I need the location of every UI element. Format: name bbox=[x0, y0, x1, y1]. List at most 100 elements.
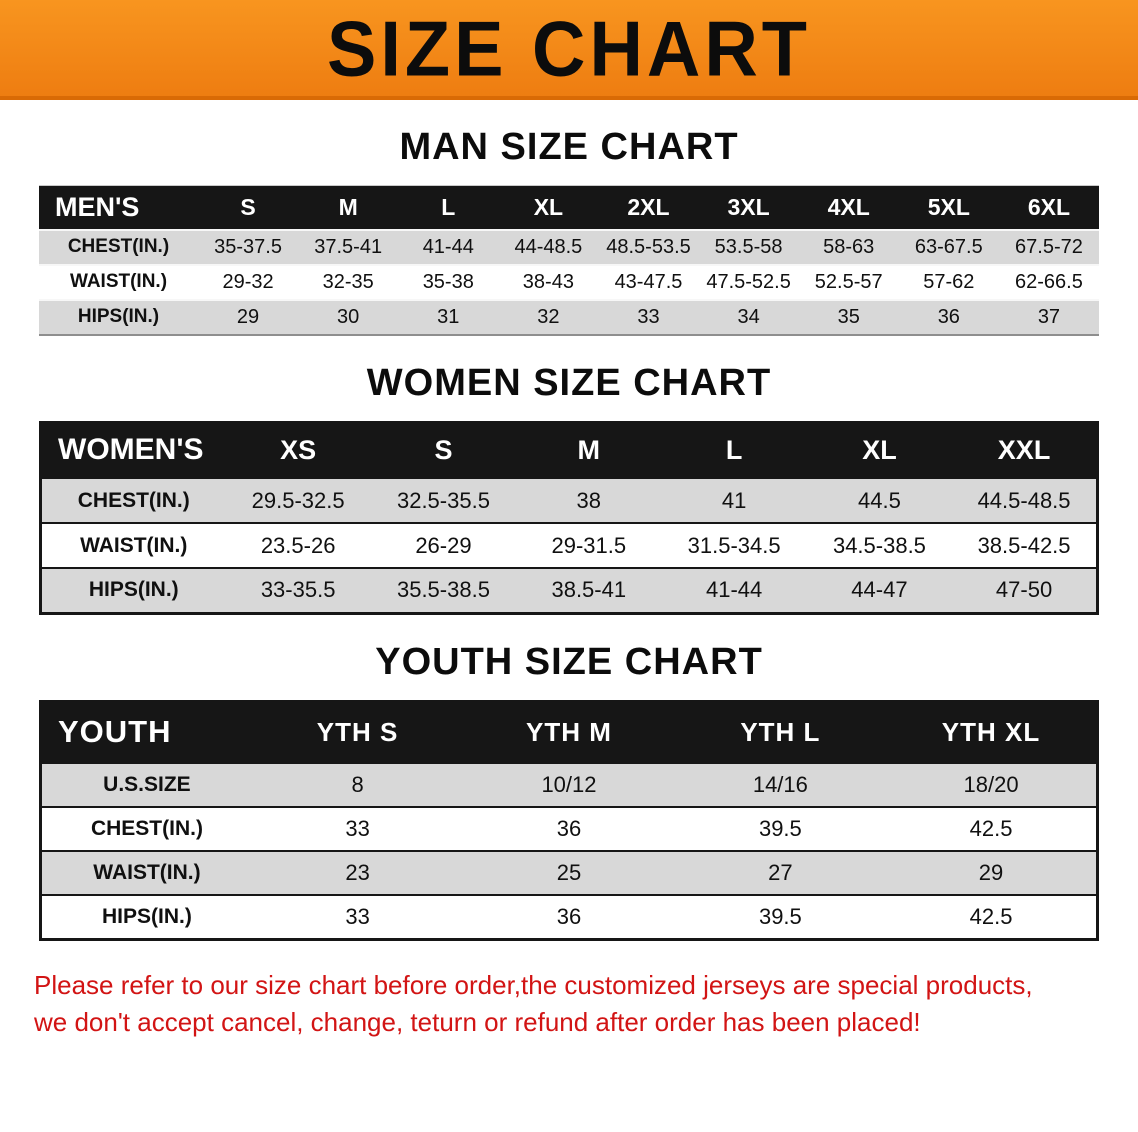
size-header-cell: YTH M bbox=[463, 701, 675, 763]
size-value-cell: 26-29 bbox=[370, 522, 517, 568]
size-header-cell: XL bbox=[498, 185, 599, 230]
youth-section-heading: YOUTH SIZE CHART bbox=[375, 640, 763, 683]
size-value-cell: 33-35.5 bbox=[225, 567, 371, 613]
size-value-cell: 38.5-42.5 bbox=[952, 522, 1098, 568]
row-label-cell: CHEST(IN.) bbox=[40, 806, 252, 851]
size-value-cell: 44-47 bbox=[806, 567, 953, 613]
measurement-row: HIPS(IN.) 33 36 39.5 42.5 bbox=[40, 894, 1098, 939]
size-value-cell: 44-48.5 bbox=[498, 228, 599, 265]
row-label-cell: HIPS(IN.) bbox=[39, 298, 198, 335]
size-value-cell: 35.5-38.5 bbox=[370, 567, 517, 613]
measurement-row: WAIST(IN.) 29-32 32-35 35-38 38-43 43-47.5 47.… bbox=[39, 263, 1099, 300]
size-value-cell: 47-50 bbox=[952, 567, 1098, 613]
size-value-cell: 23.5-26 bbox=[225, 522, 371, 568]
size-value-cell: 58-63 bbox=[798, 228, 899, 265]
size-value-cell: 43-47.5 bbox=[598, 263, 699, 300]
size-value-cell: 31.5-34.5 bbox=[661, 522, 807, 568]
size-header-cell: XXL bbox=[952, 422, 1098, 478]
size-value-cell: 41-44 bbox=[398, 228, 499, 265]
size-header-cell: YTH XL bbox=[886, 701, 1098, 763]
size-value-cell: 25 bbox=[463, 850, 675, 895]
size-header-cell: M bbox=[298, 185, 399, 230]
size-value-cell: 8 bbox=[251, 762, 464, 807]
size-value-cell: 67.5-72 bbox=[998, 228, 1099, 265]
row-label-cell: HIPS(IN.) bbox=[40, 894, 252, 939]
size-value-cell: 57-62 bbox=[898, 263, 999, 300]
size-value-cell: 29-31.5 bbox=[516, 522, 662, 568]
size-value-cell: 29 bbox=[886, 850, 1098, 895]
size-value-cell: 47.5-52.5 bbox=[698, 263, 799, 300]
measurement-row: HIPS(IN.) 33-35.5 35.5-38.5 38.5-41 41-44 44-… bbox=[40, 567, 1098, 613]
size-value-cell: 42.5 bbox=[886, 894, 1098, 939]
measurement-row: CHEST(IN.) 29.5-32.5 32.5-35.5 38 41 44.5 44.5… bbox=[40, 477, 1098, 523]
size-value-cell: 30 bbox=[298, 298, 399, 335]
disclaimer-text: Please refer to our size chart before or… bbox=[0, 967, 1138, 1042]
size-value-cell: 27 bbox=[674, 850, 887, 895]
size-value-cell: 38.5-41 bbox=[516, 567, 662, 613]
size-value-cell: 18/20 bbox=[886, 762, 1098, 807]
table-header-row: YOUTH YTH S YTH M YTH L YTH XL bbox=[40, 701, 1098, 763]
size-value-cell: 44.5 bbox=[806, 477, 953, 523]
size-value-cell: 53.5-58 bbox=[698, 228, 799, 265]
size-value-cell: 10/12 bbox=[463, 762, 675, 807]
men-size-table: MEN'S S M L XL 2XL 3XL 4XL 5XL 6XL CHEST(IN.) 35-37… bbox=[39, 185, 1099, 336]
table-header-row: WOMEN'S XS S M L XL XXL bbox=[40, 422, 1098, 478]
row-label-cell: HIPS(IN.) bbox=[40, 567, 226, 613]
row-label-cell: U.S.SIZE bbox=[40, 762, 252, 807]
table-header-row: MEN'S S M L XL 2XL 3XL 4XL 5XL 6XL bbox=[39, 185, 1099, 230]
size-value-cell: 31 bbox=[398, 298, 499, 335]
row-label-cell: WAIST(IN.) bbox=[40, 522, 226, 568]
size-value-cell: 35-37.5 bbox=[198, 228, 299, 265]
size-value-cell: 34 bbox=[698, 298, 799, 335]
size-value-cell: 29 bbox=[198, 298, 299, 335]
size-value-cell: 62-66.5 bbox=[998, 263, 1099, 300]
size-value-cell: 42.5 bbox=[886, 806, 1098, 851]
size-value-cell: 35 bbox=[798, 298, 899, 335]
measurement-row: WAIST(IN.) 23.5-26 26-29 29-31.5 31.5-34.5 34… bbox=[40, 522, 1098, 568]
size-value-cell: 37 bbox=[998, 298, 1099, 335]
size-value-cell: 23 bbox=[251, 850, 464, 895]
size-value-cell: 63-67.5 bbox=[898, 228, 999, 265]
size-value-cell: 41-44 bbox=[661, 567, 807, 613]
size-value-cell: 37.5-41 bbox=[298, 228, 399, 265]
size-header-cell: XL bbox=[806, 422, 953, 478]
measurement-row: HIPS(IN.) 29 30 31 32 33 34 35 36 37 bbox=[39, 298, 1099, 335]
size-header-cell: M bbox=[516, 422, 662, 478]
size-value-cell: 32-35 bbox=[298, 263, 399, 300]
size-chart-banner: SIZE CHART bbox=[0, 0, 1138, 100]
size-header-cell: 2XL bbox=[598, 185, 699, 230]
measurement-row: WAIST(IN.) 23 25 27 29 bbox=[40, 850, 1098, 895]
size-value-cell: 34.5-38.5 bbox=[806, 522, 953, 568]
size-value-cell: 38 bbox=[516, 477, 662, 523]
table-title-cell: MEN'S bbox=[39, 185, 198, 230]
size-value-cell: 38-43 bbox=[498, 263, 599, 300]
measurement-row: CHEST(IN.) 35-37.5 37.5-41 41-44 44-48.5 48.5… bbox=[39, 228, 1099, 265]
page-title: SIZE CHART bbox=[327, 4, 811, 92]
table-title-cell: YOUTH bbox=[40, 701, 252, 763]
women-size-section: WOMEN SIZE CHART WOMEN'S XS S M L XL XXL CHEST(… bbox=[0, 362, 1138, 615]
size-header-cell: 6XL bbox=[998, 185, 1099, 230]
size-value-cell: 52.5-57 bbox=[798, 263, 899, 300]
size-header-cell: S bbox=[370, 422, 517, 478]
row-label-cell: CHEST(IN.) bbox=[39, 228, 198, 265]
size-value-cell: 48.5-53.5 bbox=[598, 228, 699, 265]
women-size-table: WOMEN'S XS S M L XL XXL CHEST(IN.) 29.5-32.5 32.5… bbox=[39, 420, 1099, 615]
size-header-cell: 3XL bbox=[698, 185, 799, 230]
disclaimer-line-2: we don't accept cancel, change, teturn o… bbox=[34, 1007, 921, 1038]
size-value-cell: 36 bbox=[898, 298, 999, 335]
disclaimer-line-1: Please refer to our size chart before or… bbox=[34, 969, 1033, 1000]
table-title-cell: WOMEN'S bbox=[40, 422, 226, 478]
size-value-cell: 29.5-32.5 bbox=[225, 477, 371, 523]
size-value-cell: 29-32 bbox=[198, 263, 299, 300]
size-value-cell: 33 bbox=[598, 298, 699, 335]
row-label-cell: WAIST(IN.) bbox=[40, 850, 252, 895]
men-section-heading: MAN SIZE CHART bbox=[399, 126, 739, 168]
size-value-cell: 36 bbox=[463, 894, 675, 939]
size-header-cell: S bbox=[198, 185, 299, 230]
size-value-cell: 39.5 bbox=[674, 894, 887, 939]
size-value-cell: 41 bbox=[661, 477, 807, 523]
size-value-cell: 35-38 bbox=[398, 263, 499, 300]
size-value-cell: 32.5-35.5 bbox=[370, 477, 517, 523]
youth-size-section: YOUTH SIZE CHART YOUTH YTH S YTH M YTH L YTH… bbox=[0, 641, 1138, 941]
measurement-row: U.S.SIZE 8 10/12 14/16 18/20 bbox=[40, 762, 1098, 807]
